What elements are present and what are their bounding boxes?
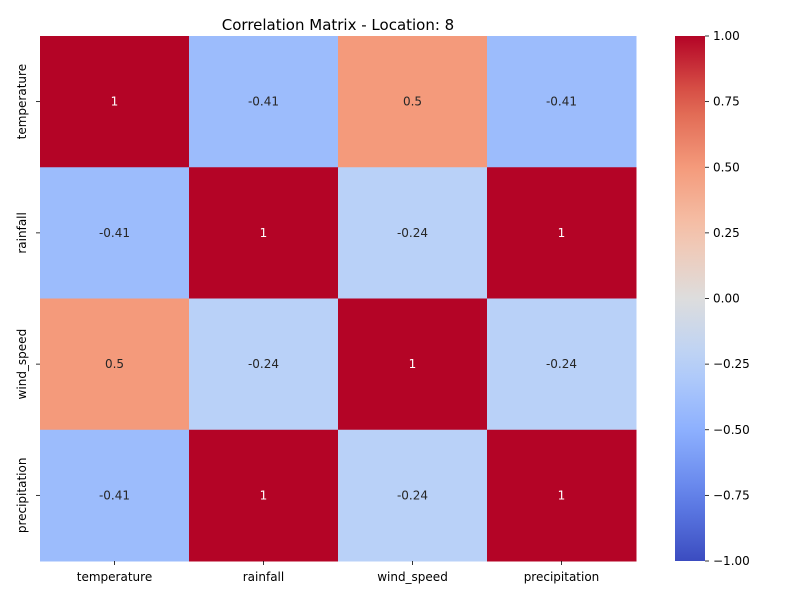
heatmap-cell [487, 429, 637, 562]
y-tick-label: precipitation [15, 458, 29, 534]
cell-annotation: -0.41 [99, 226, 130, 240]
colorbar-tick-label: 0.50 [713, 160, 740, 174]
colorbar-tick-label: 0.75 [713, 95, 740, 109]
chart-title: Correlation Matrix - Location: 8 [222, 16, 454, 34]
colorbar-tick-label: −0.75 [713, 488, 750, 502]
cell-annotation: -0.41 [546, 95, 577, 109]
heatmap-cell [338, 429, 488, 562]
heatmap-cell [338, 167, 488, 299]
cell-annotation: -0.24 [397, 488, 428, 502]
cell-annotation: 1 [111, 95, 119, 109]
cell-annotation: 1 [260, 488, 268, 502]
heatmap-cell [487, 167, 637, 299]
cell-annotations: 1 -0.41 0.5 -0.41 -0.41 1 -0.24 1 0.5 -0.24 1 -0.24… [99, 95, 577, 503]
cell-annotation: 1 [558, 226, 566, 240]
heatmap-cell [40, 36, 190, 168]
colorbar-tick-label: −1.00 [713, 554, 750, 568]
cell-annotation: 1 [260, 226, 268, 240]
cell-annotation: 1 [558, 488, 566, 502]
x-axis: temperature rainfall wind_speed precipitati… [77, 561, 600, 584]
y-axis: temperature rainfall wind_speed precipitati… [15, 64, 40, 533]
colorbar-tick-label: 1.00 [713, 29, 740, 43]
heatmap-cell [40, 429, 190, 562]
heatmap-cell [189, 429, 339, 562]
cell-annotation: -0.41 [248, 95, 279, 109]
x-tick-label: precipitation [524, 570, 600, 584]
cell-annotation: 1 [409, 357, 417, 371]
colorbar-tick-label: −0.50 [713, 423, 750, 437]
heatmap-cell [189, 36, 339, 168]
heatmap-cell [189, 167, 339, 299]
heatmap-cell [40, 298, 190, 431]
heatmap-cell [487, 298, 637, 431]
cell-annotation: -0.41 [99, 488, 130, 502]
heatmap-cell [487, 36, 637, 168]
x-tick-label: rainfall [243, 570, 284, 584]
y-tick-label: rainfall [15, 212, 29, 253]
colorbar-ticks: 1.00 0.75 0.50 0.25 0.00 −0.25 −0.50 −0.75 −1.00 [705, 29, 750, 568]
cell-annotation: -0.24 [248, 357, 279, 371]
heatmap-cell [338, 298, 488, 431]
x-tick-label: temperature [77, 570, 152, 584]
y-tick-label: temperature [15, 64, 29, 139]
colorbar [675, 36, 705, 561]
colorbar-tick-label: 0.25 [713, 226, 740, 240]
cell-annotation: -0.24 [546, 357, 577, 371]
cell-annotation: 0.5 [105, 357, 124, 371]
heatmap-cell [40, 167, 190, 299]
cell-annotation: 0.5 [403, 95, 422, 109]
x-tick-label: wind_speed [377, 570, 448, 584]
colorbar-tick-label: −0.25 [713, 357, 750, 371]
heatmap-cells [40, 36, 637, 562]
colorbar-tick-label: 0.00 [713, 292, 740, 306]
heatmap-cell [189, 298, 339, 431]
heatmap-cell [338, 36, 488, 168]
y-tick-label: wind_speed [15, 329, 29, 400]
cell-annotation: -0.24 [397, 226, 428, 240]
